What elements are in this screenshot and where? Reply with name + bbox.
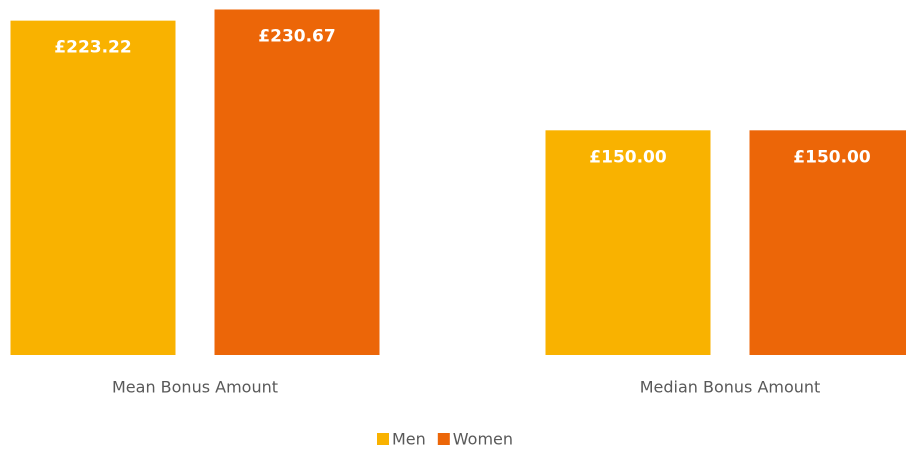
- value-label: £150.00: [793, 147, 871, 167]
- bar: [545, 130, 711, 355]
- legend-label: Men: [392, 430, 426, 449]
- legend-swatch: [377, 433, 389, 445]
- legend-label: Women: [453, 430, 513, 449]
- x-tick-label: Mean Bonus Amount: [112, 378, 278, 397]
- value-label: £150.00: [589, 147, 667, 167]
- legend-swatch: [437, 433, 450, 445]
- bar: [749, 130, 906, 355]
- value-label: £230.67: [258, 26, 335, 46]
- value-label: £223.22: [54, 38, 131, 58]
- x-tick-label: Median Bonus Amount: [640, 378, 821, 397]
- bar: [10, 20, 176, 356]
- bar: [214, 9, 380, 356]
